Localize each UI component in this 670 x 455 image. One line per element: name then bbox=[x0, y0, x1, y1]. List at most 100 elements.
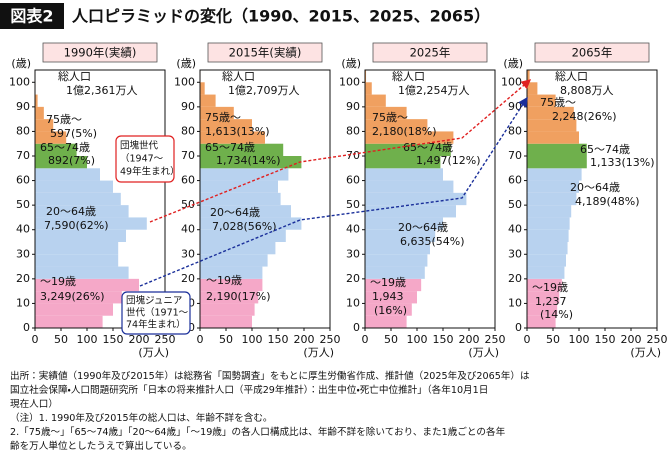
y-tick-label: 0 bbox=[353, 321, 360, 334]
bar bbox=[365, 192, 467, 206]
bar bbox=[200, 217, 302, 230]
bar bbox=[527, 254, 566, 267]
x-tick-label: 200 bbox=[459, 333, 480, 346]
y-tick-label: 80 bbox=[181, 124, 195, 137]
bar bbox=[365, 278, 422, 292]
annotation: ～19歳 bbox=[370, 276, 406, 289]
annotation: 総人口 bbox=[58, 69, 91, 83]
y-tick-label: 70 bbox=[346, 149, 360, 162]
annotation: 7,028(56%) bbox=[212, 220, 277, 233]
y-tick-label: 80 bbox=[346, 124, 360, 137]
annotation: 8,808万人 bbox=[560, 84, 614, 97]
annotation: 総人口 bbox=[222, 69, 255, 83]
x-tick-label: 150 bbox=[268, 333, 289, 346]
annotation: 2,190(17%) bbox=[206, 290, 271, 303]
y-tick-label: 80 bbox=[16, 124, 30, 137]
bar bbox=[200, 205, 291, 218]
y-tick-label: 40 bbox=[508, 223, 522, 236]
annotation: 75歳～ bbox=[205, 111, 241, 124]
annotation: 2,248(26%) bbox=[552, 110, 617, 123]
bar bbox=[365, 229, 436, 242]
y-tick-label: 40 bbox=[181, 223, 195, 236]
y-tick-label: 30 bbox=[16, 247, 30, 260]
y-tick-label: 90 bbox=[181, 100, 195, 113]
bar bbox=[35, 192, 121, 206]
annotation: 597(5%) bbox=[50, 127, 97, 140]
panel-title-box bbox=[207, 42, 323, 63]
annotation: 1億2,361万人 bbox=[66, 84, 138, 97]
bar bbox=[365, 119, 428, 132]
x-tick-label: 150 bbox=[103, 333, 124, 346]
bar bbox=[365, 106, 407, 120]
y-tick-label: 100 bbox=[339, 75, 360, 88]
y-tick-label: 100 bbox=[501, 75, 522, 88]
x-axis-label: (万人) bbox=[630, 346, 661, 359]
y-tick-label: 0 bbox=[188, 321, 195, 334]
x-tick-label: 200 bbox=[621, 333, 642, 346]
bar bbox=[365, 242, 430, 255]
bar bbox=[365, 254, 428, 267]
x-tick-label: 0 bbox=[524, 333, 531, 346]
bar bbox=[35, 168, 100, 181]
callout-text: （1947～ bbox=[120, 153, 164, 165]
bar bbox=[527, 192, 577, 206]
bar bbox=[527, 143, 587, 156]
bar bbox=[527, 205, 572, 218]
y-tick-label: 20 bbox=[346, 272, 360, 285]
y-tick-label: 90 bbox=[346, 100, 360, 113]
bar bbox=[365, 143, 451, 156]
annotation: 65～74歳 bbox=[403, 141, 453, 154]
y-tick-label: 10 bbox=[508, 296, 522, 309]
bar bbox=[365, 303, 412, 316]
annotation: 2,180(18%) bbox=[372, 125, 437, 138]
bar bbox=[527, 119, 577, 132]
annotation: 65～74歳 bbox=[40, 141, 90, 154]
y-tick-label: 20 bbox=[181, 272, 195, 285]
y-tick-label: 20 bbox=[508, 272, 522, 285]
y-tick-label: 80 bbox=[508, 124, 522, 137]
figure-label-box bbox=[0, 3, 64, 29]
x-tick-label: 0 bbox=[362, 333, 369, 346]
annotation: 1,943 bbox=[372, 290, 404, 303]
x-tick-label: 150 bbox=[433, 333, 454, 346]
x-tick-label: 200 bbox=[129, 333, 150, 346]
boomer-arrow bbox=[149, 79, 532, 223]
note: （注）1. 1990年及び2015年の総人口は、年齢不詳を含む。 bbox=[10, 412, 273, 424]
bar bbox=[527, 266, 565, 279]
y-tick-label: 20 bbox=[16, 272, 30, 285]
bar bbox=[200, 168, 289, 181]
annotation: 65～74歳 bbox=[580, 143, 630, 156]
bar bbox=[365, 131, 454, 144]
annotation: (14%) bbox=[540, 308, 573, 321]
annotation: (16%) bbox=[374, 304, 407, 317]
y-tick-label: 60 bbox=[508, 174, 522, 187]
bar bbox=[35, 156, 87, 169]
bar bbox=[35, 94, 38, 107]
x-tick-label: 50 bbox=[384, 333, 398, 346]
figure-label: 図表2 bbox=[10, 7, 53, 26]
y-tick-label: 50 bbox=[346, 198, 360, 211]
y-tick-label: 60 bbox=[346, 174, 360, 187]
callout-text: 49年生まれ） bbox=[120, 166, 180, 178]
bar bbox=[527, 315, 556, 328]
y-tick-label: 0 bbox=[515, 321, 522, 334]
note: 2.「75歳～」「65～74歳」「20～64歳」「～19歳」の各人口構成比は、年… bbox=[10, 426, 506, 438]
annotation: ～19歳 bbox=[40, 275, 76, 288]
x-tick-label: 50 bbox=[546, 333, 560, 346]
y-tick-label: 60 bbox=[181, 174, 195, 187]
panel-title-box bbox=[372, 42, 488, 63]
bar bbox=[35, 106, 44, 120]
y-tick-label: 10 bbox=[346, 296, 360, 309]
annotation: ～19歳 bbox=[532, 281, 568, 294]
bar bbox=[527, 94, 556, 107]
annotation: ～19歳 bbox=[206, 274, 242, 287]
annotation: 1,237 bbox=[535, 295, 567, 308]
bar bbox=[200, 143, 284, 156]
annotation: 6,635(54%) bbox=[400, 235, 465, 248]
bar bbox=[200, 82, 205, 95]
bar bbox=[527, 180, 579, 193]
y-axis-label: (歳) bbox=[176, 57, 196, 70]
callout-text: 世代（1971～ bbox=[126, 307, 189, 319]
x-axis-label: (万人) bbox=[468, 346, 499, 359]
annotation: 892(7%) bbox=[48, 154, 95, 167]
